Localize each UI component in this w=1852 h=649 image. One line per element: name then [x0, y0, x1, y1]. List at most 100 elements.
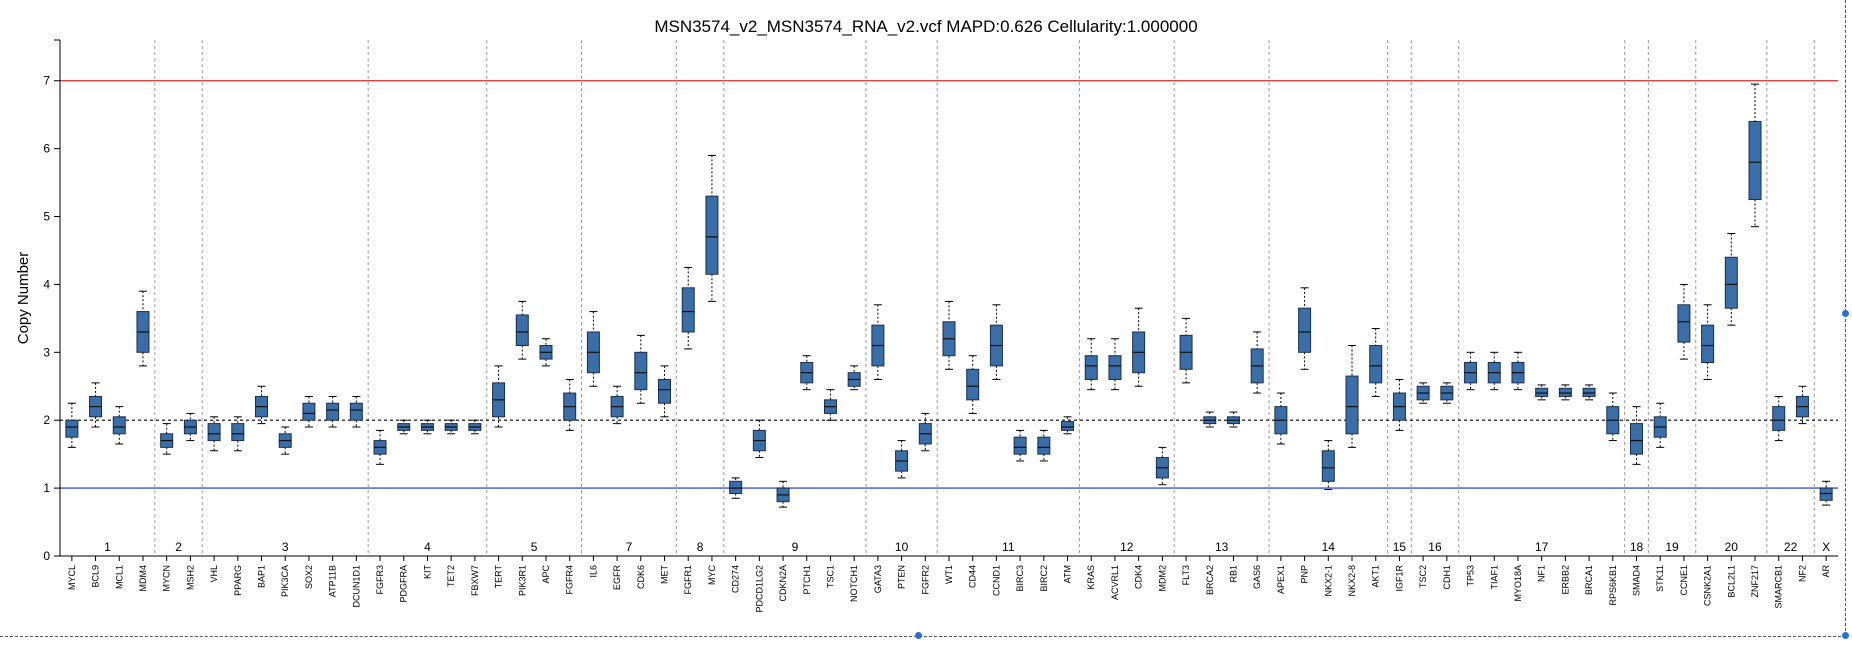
gene-label: MET [660, 565, 670, 585]
gene-label: WT1 [944, 565, 954, 584]
gene-label: CDK6 [636, 565, 646, 589]
gene-label: EGFR [612, 565, 622, 591]
chromosome-label: 1 [104, 540, 111, 554]
chromosome-label: 20 [1725, 540, 1739, 554]
gene-label: MYO18A [1513, 565, 1523, 602]
gene-label: STK11 [1655, 565, 1665, 592]
gene-label: MDM2 [1157, 565, 1167, 592]
gene-label: FGFR4 [565, 565, 575, 595]
gene-label: BRCA1 [1584, 565, 1594, 595]
resize-handle-bottom[interactable] [915, 632, 922, 639]
box-nkx2-8 [1345, 375, 1359, 435]
gene-label: ZNF217 [1750, 565, 1760, 598]
gene-label: BAP1 [257, 565, 267, 588]
gene-label: BIRC3 [1015, 565, 1025, 592]
gene-label: PTEN [897, 565, 907, 589]
gene-label: CD274 [731, 565, 741, 593]
box-cdk6 [634, 351, 648, 391]
gene-label: PDCD1LG2 [754, 565, 764, 613]
gene-label: KIT [422, 565, 432, 580]
chromosome-label: 2 [175, 540, 182, 554]
gene-label: FGFR3 [375, 565, 385, 595]
gene-label: NKX2-8 [1347, 565, 1357, 597]
resize-handle-right[interactable] [1842, 310, 1849, 317]
box-nf1 [1535, 387, 1549, 397]
box-cd274 [729, 480, 743, 495]
gene-label: KRAS [1086, 565, 1096, 590]
chromosome-label: 9 [792, 540, 799, 554]
box-pnp [1298, 307, 1312, 353]
gene-label: FLT3 [1181, 565, 1191, 585]
gene-label: CDH1 [1442, 565, 1452, 590]
chromosome-label: 16 [1428, 540, 1442, 554]
chromosome-label: 10 [895, 540, 909, 554]
chromosome-label: 13 [1215, 540, 1229, 554]
gene-label: GAS6 [1252, 565, 1262, 589]
gene-label: ATM [1063, 565, 1073, 583]
box-atm [1061, 421, 1075, 431]
box-birc3 [1013, 436, 1027, 455]
gene-label: AR [1821, 565, 1831, 578]
box-atp11b [326, 402, 340, 421]
box-dcun1d1 [349, 402, 363, 421]
gene-label: FBXW7 [470, 565, 480, 596]
gene-label: BCL2L1 [1726, 565, 1736, 598]
chromosome-label: 19 [1665, 540, 1679, 554]
box-fgfr1 [681, 287, 695, 333]
chromosome-label: 8 [697, 540, 704, 554]
resize-handle-corner[interactable] [1842, 632, 1849, 639]
box-smad4 [1629, 423, 1643, 455]
gene-label: BRCA2 [1205, 565, 1215, 595]
gene-label: MYCL [67, 565, 77, 590]
gene-label: MDM4 [138, 565, 148, 592]
chromosome-label: X [1822, 540, 1830, 554]
gene-label: BCL9 [91, 565, 101, 588]
gene-label: PPARG [233, 565, 243, 596]
gene-label: CDK4 [1134, 565, 1144, 589]
box-acvrl1 [1108, 355, 1122, 380]
gene-label: NF1 [1537, 565, 1547, 582]
y-tick-label: 0 [43, 549, 50, 563]
gene-label: MYC [707, 565, 717, 586]
gene-label: PTCH1 [802, 565, 812, 595]
box-met [658, 378, 672, 404]
gene-label: CCND1 [991, 565, 1001, 596]
y-tick-label: 7 [43, 74, 50, 88]
y-tick-label: 1 [43, 481, 50, 495]
chromosome-label: 11 [1002, 540, 1015, 554]
box-ar [1819, 487, 1833, 501]
chromosome-label: 7 [626, 540, 633, 554]
gene-label: CDKN2A [778, 565, 788, 602]
y-tick-label: 2 [43, 413, 50, 427]
y-tick-label: 4 [43, 277, 50, 291]
box-birc2 [1037, 436, 1051, 455]
gene-label: RB1 [1228, 565, 1238, 583]
box-smarcb1 [1772, 406, 1786, 431]
box-brca1 [1582, 387, 1596, 397]
gene-label: PDGFRA [399, 565, 409, 603]
box-cd44 [966, 368, 980, 401]
box-myc [705, 195, 719, 275]
chromosome-label: 17 [1535, 540, 1549, 554]
gene-label: IL6 [588, 565, 598, 578]
gene-label: IGF1R [1394, 565, 1404, 592]
gene-label: SOX2 [304, 565, 314, 589]
gene-label: NF2 [1797, 565, 1807, 582]
gene-label: ACVRL1 [1110, 565, 1120, 600]
gene-label: FGFR1 [683, 565, 693, 595]
gene-label: APEX1 [1276, 565, 1286, 594]
gene-label: SMARCB1 [1774, 565, 1784, 609]
y-tick-label: 6 [43, 142, 50, 156]
gene-label: AKT1 [1371, 565, 1381, 588]
gene-label: ERBB2 [1560, 565, 1570, 595]
gene-label: BIRC2 [1039, 565, 1049, 592]
gene-label: PNP [1300, 565, 1310, 584]
gene-label: TERT [494, 565, 504, 589]
gene-label: VHL [209, 565, 219, 583]
box-erbb2 [1558, 387, 1572, 397]
gene-label: TP53 [1466, 565, 1476, 587]
box-akt1 [1369, 345, 1383, 384]
y-axis-label: Copy Number [15, 252, 32, 345]
frame-right-edge [1845, 0, 1846, 636]
